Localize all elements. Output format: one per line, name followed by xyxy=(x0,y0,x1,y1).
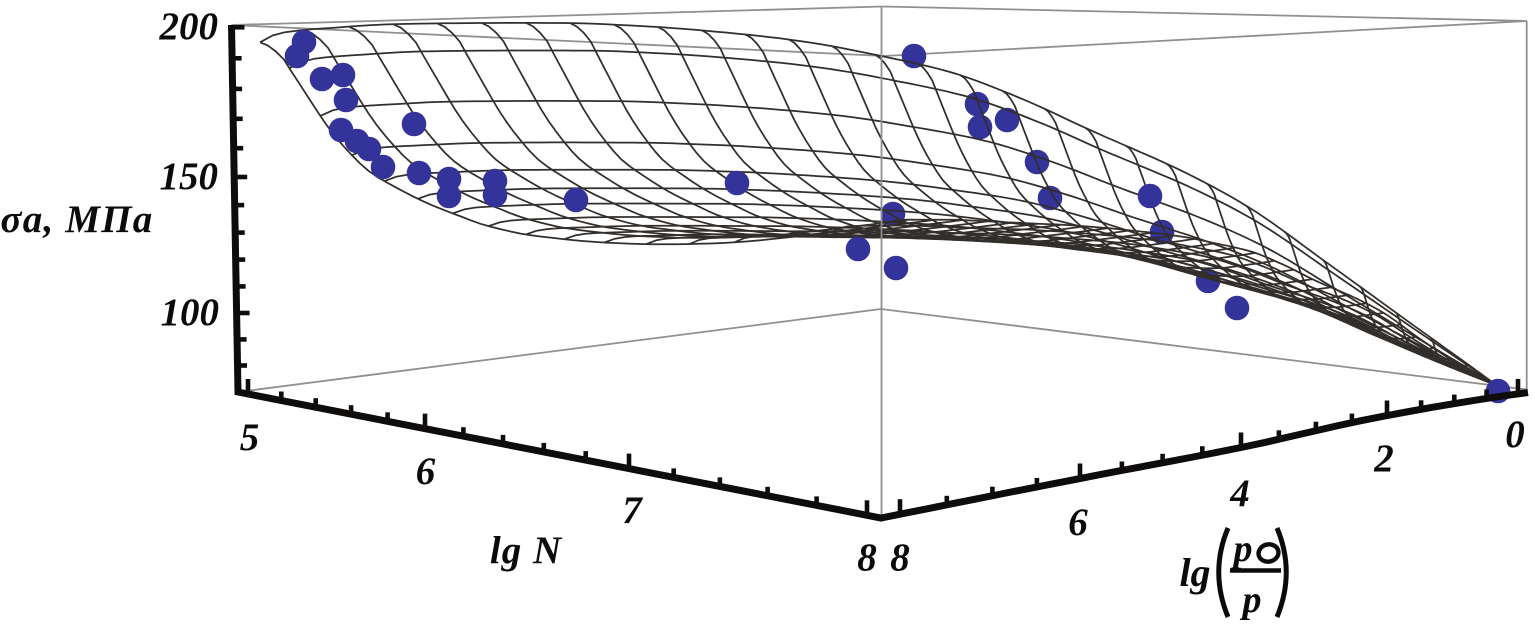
svg-text:4: 4 xyxy=(1229,472,1250,515)
svg-text:σa, МПа: σa, МПа xyxy=(1,198,154,241)
svg-text:0: 0 xyxy=(1505,413,1525,456)
svg-text:8: 8 xyxy=(890,536,910,579)
svg-text:2: 2 xyxy=(1373,437,1394,480)
svg-text:5: 5 xyxy=(240,416,260,459)
svg-text:p: p xyxy=(1240,579,1262,621)
svg-text:150: 150 xyxy=(160,155,219,198)
svg-text:7: 7 xyxy=(622,489,643,532)
svg-text:6: 6 xyxy=(416,450,436,493)
svg-text:8: 8 xyxy=(857,536,877,579)
svg-text:lg: lg xyxy=(1179,550,1210,595)
svg-text:lg N: lg N xyxy=(490,529,563,572)
svg-text:6: 6 xyxy=(1068,501,1088,544)
svg-text:100: 100 xyxy=(161,291,220,334)
svg-text:200: 200 xyxy=(159,5,219,48)
svg-text:p: p xyxy=(1231,528,1253,570)
